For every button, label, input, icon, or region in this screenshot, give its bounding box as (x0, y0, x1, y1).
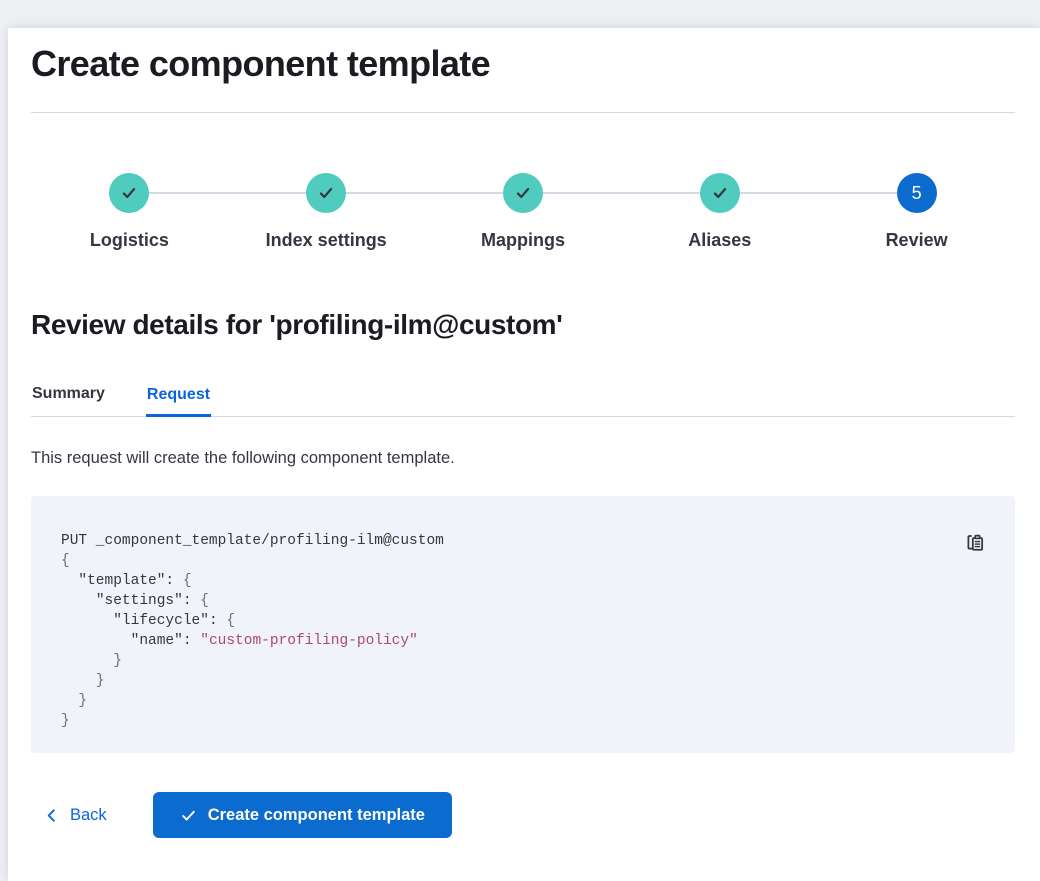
request-description: This request will create the following c… (31, 449, 455, 467)
wizard-stepper: Logistics Index settings Mappings (31, 173, 1015, 251)
step-index-settings-circle (306, 173, 347, 213)
step-review-number: 5 (911, 182, 922, 203)
back-button[interactable]: Back (31, 806, 107, 825)
code-content: PUT _component_template/profiling-ilm@cu… (61, 533, 444, 729)
review-details-heading: Review details for 'profiling-ilm@custom… (31, 309, 563, 340)
step-index-settings-label: Index settings (265, 230, 387, 250)
tab-request[interactable]: Request (145, 385, 212, 417)
create-component-template-page: Create component template Logistics Inde… (8, 28, 1040, 881)
step-logistics-label: Logistics (89, 230, 169, 250)
step-logistics-circle (109, 173, 150, 213)
step-review[interactable]: 5 Review (818, 173, 1015, 251)
copy-clipboard-icon (964, 531, 986, 553)
step-mappings-label: Mappings (480, 230, 565, 250)
create-component-template-button-label: Create component template (207, 805, 425, 824)
check-icon (120, 184, 138, 202)
step-review-label: Review (885, 230, 948, 250)
step-logistics[interactable]: Logistics (31, 173, 228, 251)
step-review-circle: 5 (896, 173, 937, 213)
tab-summary[interactable]: Summary (31, 385, 106, 416)
step-index-settings[interactable]: Index settings (228, 173, 425, 251)
create-component-template-button[interactable]: Create component template (152, 792, 452, 838)
check-icon (180, 807, 197, 824)
chevron-left-icon (44, 808, 59, 823)
step-mappings-circle (502, 173, 543, 213)
title-divider (31, 112, 1015, 113)
step-aliases-circle (699, 173, 740, 213)
check-icon (514, 184, 532, 202)
page-title: Create component template (31, 43, 491, 84)
check-icon (317, 184, 335, 202)
step-aliases-label: Aliases (688, 230, 752, 250)
review-tabs: Summary Request (31, 385, 1015, 417)
wizard-footer: Back Create component template (31, 792, 1015, 838)
step-aliases[interactable]: Aliases (621, 173, 818, 251)
copy-to-clipboard-button[interactable] (961, 528, 989, 556)
check-icon (711, 184, 729, 202)
step-mappings[interactable]: Mappings (425, 173, 622, 251)
request-code-block: PUT _component_template/profiling-ilm@cu… (31, 496, 1015, 753)
back-button-label: Back (70, 805, 107, 824)
